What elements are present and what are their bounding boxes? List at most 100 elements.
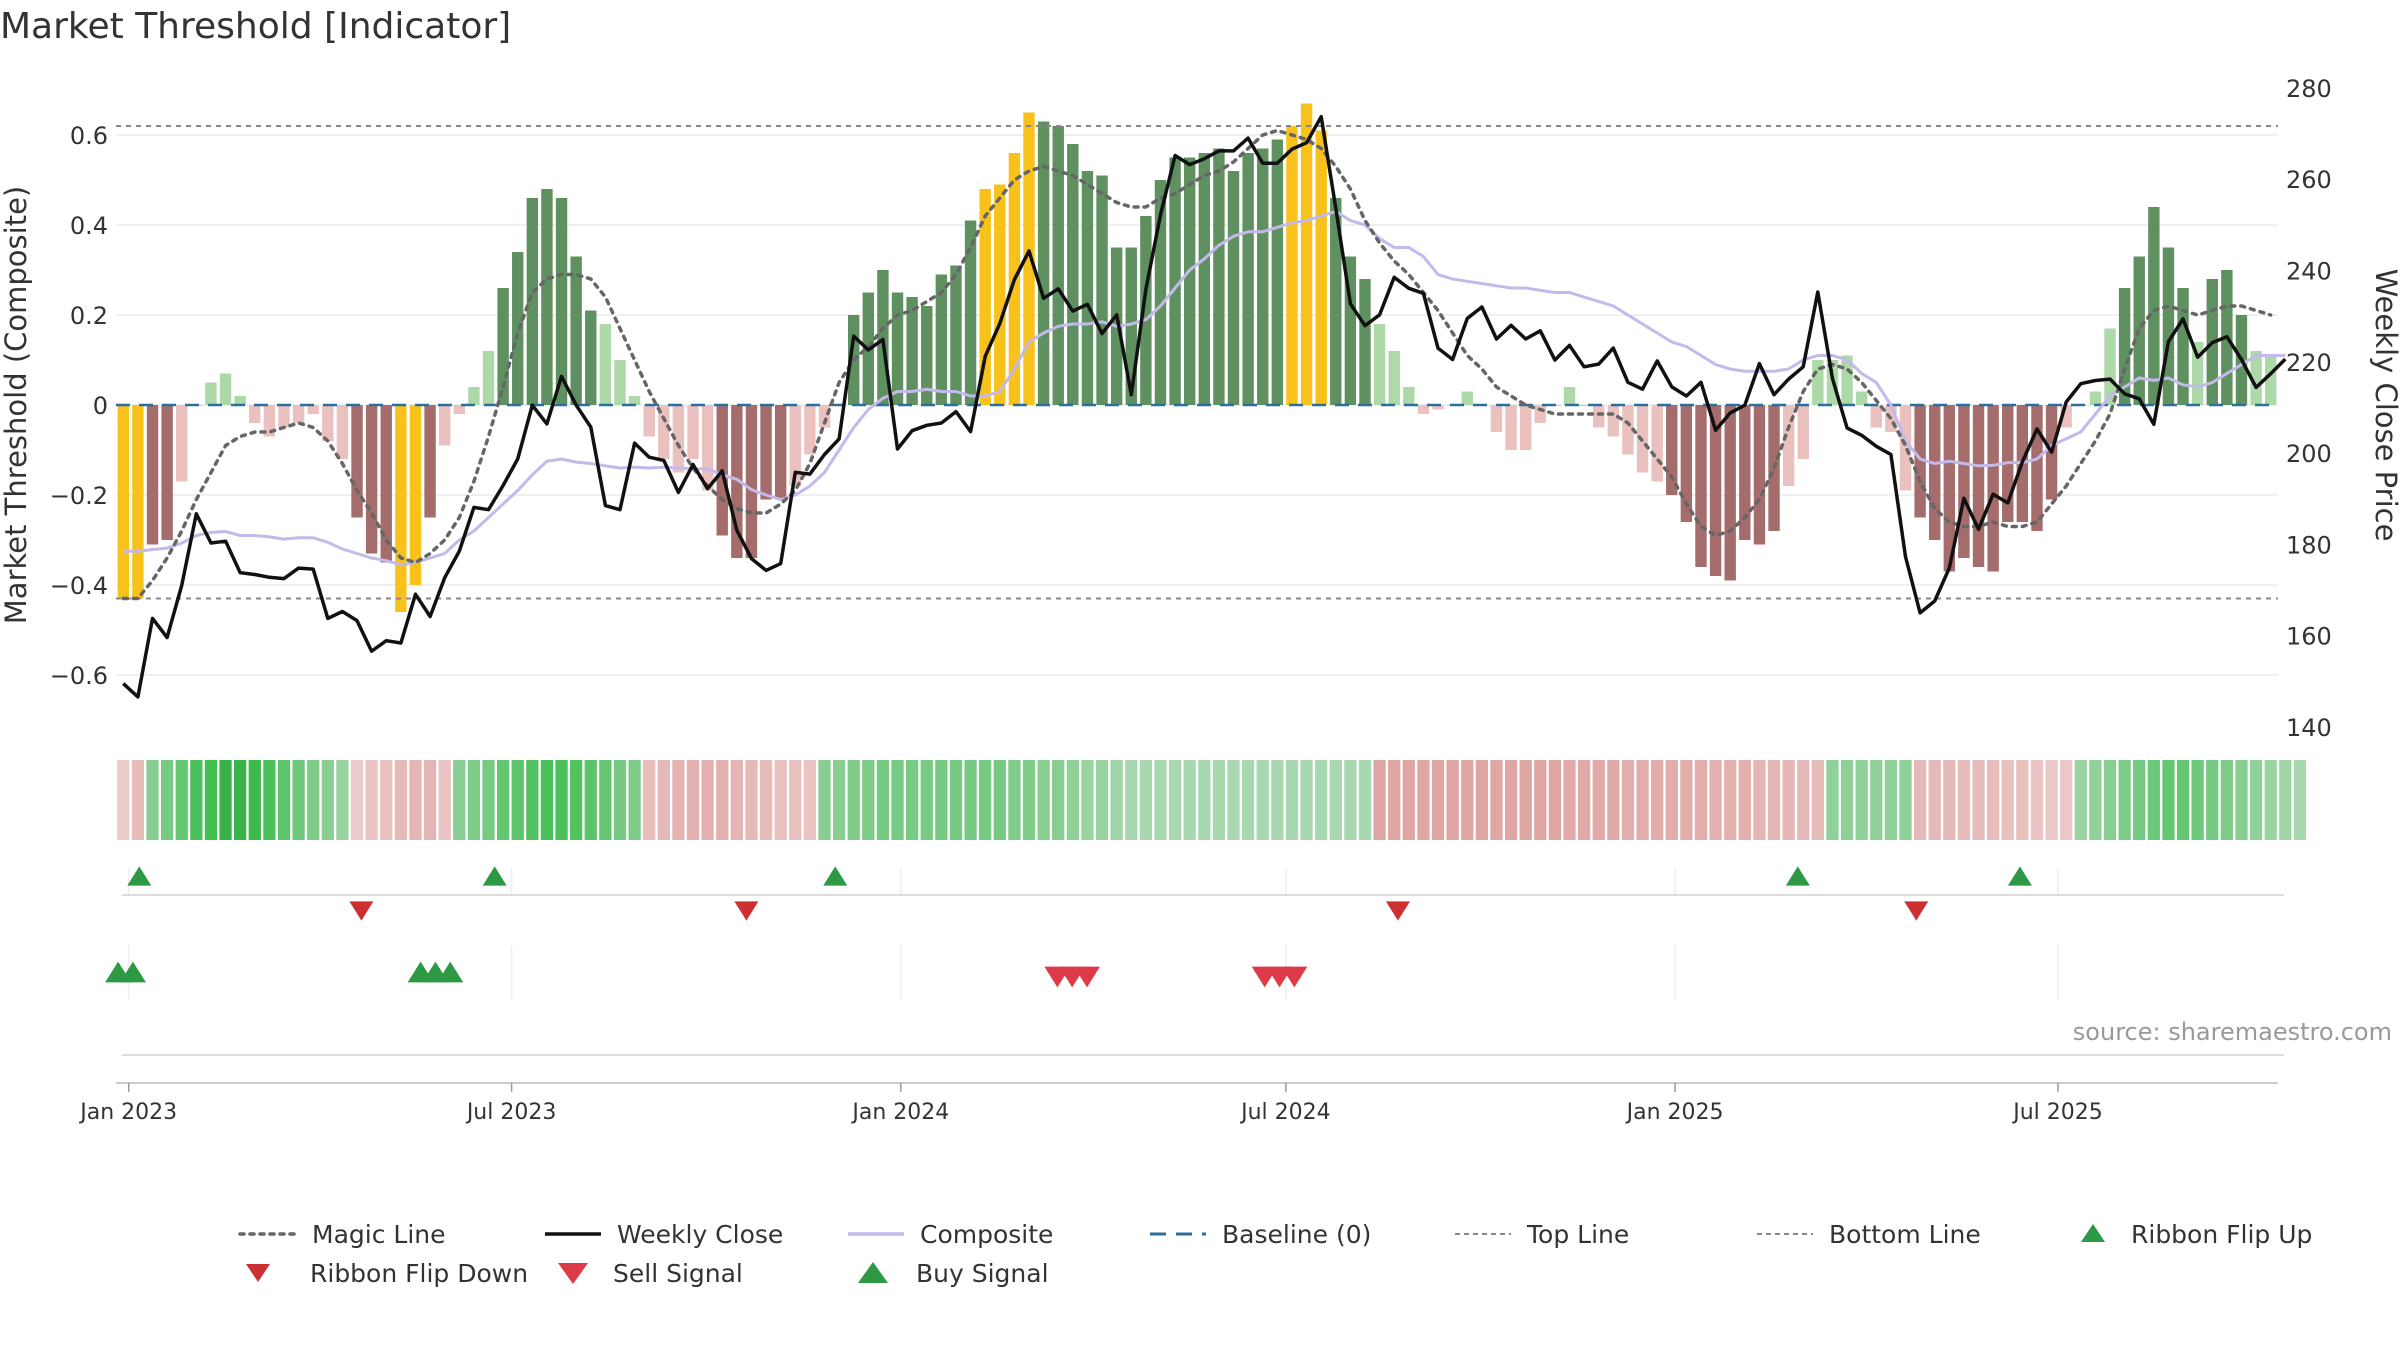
y-tick-label: −0.4 <box>50 572 108 600</box>
composite-bar <box>1593 405 1605 428</box>
ribbon-cell <box>2074 760 2087 840</box>
ribbon-cell <box>876 760 890 840</box>
ribbon-cell <box>964 760 977 840</box>
composite-bar <box>1213 148 1225 405</box>
weekly-close-line <box>122 114 2287 699</box>
ribbon-cell <box>160 760 174 840</box>
source-label: source: sharemaestro.com <box>2073 1018 2392 1046</box>
composite-bar <box>979 189 991 405</box>
y2-axis-label: Weekly Close Price <box>2369 269 2400 542</box>
composite-bar <box>2089 391 2102 405</box>
y-axis-label: Market Threshold (Composite) <box>0 186 33 624</box>
ribbon-cell <box>1402 760 1415 840</box>
composite-bar <box>307 405 319 414</box>
composite-bar <box>409 405 422 585</box>
ribbon-cell <box>496 760 510 840</box>
composite-bar <box>994 184 1006 405</box>
composite-bar <box>1140 216 1152 405</box>
ribbon-cell <box>2191 760 2204 840</box>
y-tick-label: 0.6 <box>70 122 108 150</box>
composite-bar <box>731 405 743 558</box>
composite-bar <box>336 405 349 459</box>
ribbon-cell <box>1344 760 1357 840</box>
ribbon-cell <box>409 760 422 840</box>
composite-bar <box>1987 405 1999 572</box>
composite-bar <box>1330 198 1342 405</box>
composite-bar <box>1037 121 1050 405</box>
ribbon-cell <box>1899 760 1912 840</box>
ribbon-cell <box>511 760 524 840</box>
composite-bar <box>964 220 977 405</box>
ribbon-cell <box>1329 760 1342 840</box>
ribbon-cell <box>2249 760 2263 840</box>
ribbon-cell <box>832 760 846 840</box>
ribbon-cell <box>847 760 860 840</box>
composite-bar <box>1081 171 1094 405</box>
ribbon-flip-up-marker <box>1785 866 1810 886</box>
ribbon-cell <box>1548 760 1562 840</box>
composite-bar <box>2031 405 2043 531</box>
ribbon-cell <box>423 760 437 840</box>
ribbon-cell <box>1168 760 1182 840</box>
signal-rows <box>105 866 2284 1056</box>
ribbon-cell <box>263 760 276 840</box>
ribbon-cell <box>2089 760 2102 840</box>
ribbon-cell <box>1651 760 1664 840</box>
ribbon-cell <box>1358 760 1372 840</box>
ribbon-cell <box>1592 760 1605 840</box>
composite-bar <box>1739 405 1751 540</box>
buy-signal-marker <box>437 961 464 983</box>
ribbon-cell <box>453 760 466 840</box>
composite-bar <box>117 405 130 599</box>
composite-bar <box>1315 130 1327 405</box>
ribbon-cell <box>1285 760 1299 840</box>
ribbon-cell <box>1373 760 1386 840</box>
ribbon-cell <box>716 760 729 840</box>
composite-bar <box>132 405 144 599</box>
ribbon-cell <box>1636 760 1649 840</box>
ribbon-cell <box>570 760 583 840</box>
ribbon-cell <box>2220 760 2234 840</box>
ribbon-cell <box>1621 760 1635 840</box>
ribbon-cell <box>204 760 218 840</box>
composite-bar <box>176 405 188 482</box>
ribbon-cell <box>292 760 305 840</box>
composite-bar <box>146 405 159 545</box>
composite-bar <box>672 405 685 473</box>
x-tick-label: Jan 2024 <box>850 1100 949 1125</box>
composite-bar <box>482 351 495 405</box>
ribbon-cell <box>774 760 787 840</box>
composite-bar <box>219 373 232 405</box>
ribbon-cell <box>131 760 145 840</box>
x-tick-label: Jan 2025 <box>1625 1100 1724 1125</box>
composite-bar <box>950 265 962 405</box>
legend-label: Baseline (0) <box>1222 1220 1371 1249</box>
ribbon-cell <box>175 760 188 840</box>
composite-bar <box>526 198 539 405</box>
composite-bar <box>1359 279 1371 405</box>
composite-bar <box>1300 103 1313 405</box>
ribbon-cell <box>993 760 1006 840</box>
ribbon-cell <box>657 760 670 840</box>
ribbon-strip <box>117 760 2307 840</box>
ribbon-cell <box>1972 760 1985 840</box>
ribbon-cell <box>1724 760 1737 840</box>
ribbon-cell <box>584 760 597 840</box>
composite-bar <box>263 405 276 437</box>
composite-bar <box>2162 247 2175 405</box>
composite-bar <box>1461 391 1473 405</box>
ribbon-cell <box>979 760 992 840</box>
ribbon-cell <box>1095 760 1109 840</box>
y2-tick-label: 220 <box>2286 349 2332 377</box>
composite-bar <box>658 405 670 459</box>
y2-tick-label: 160 <box>2286 623 2332 651</box>
composite-bar <box>1169 157 1181 405</box>
composite-bar <box>1841 355 1853 405</box>
composite-bar <box>1666 405 1678 495</box>
composite-bar <box>249 405 261 423</box>
ribbon-cell <box>1125 760 1138 840</box>
composite-bar <box>1505 405 1517 450</box>
composite-bar <box>1782 405 1795 486</box>
composite-bar <box>292 405 305 423</box>
composite-bar <box>1344 256 1357 405</box>
